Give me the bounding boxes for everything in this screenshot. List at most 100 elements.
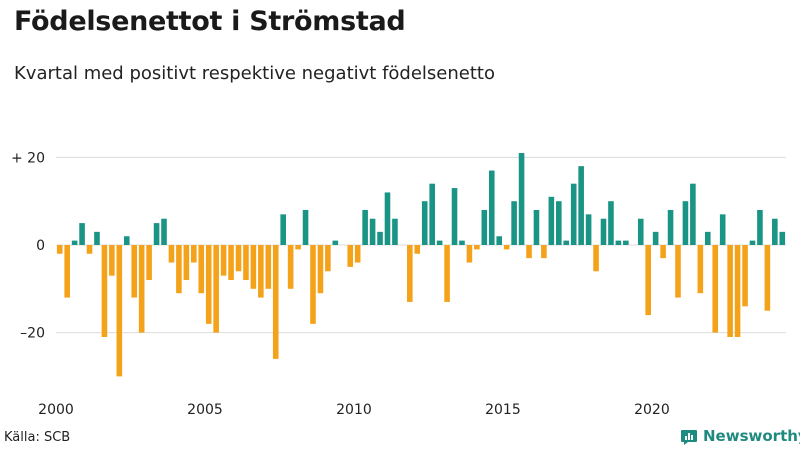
bar bbox=[116, 245, 123, 377]
bar bbox=[168, 245, 175, 263]
bar bbox=[660, 245, 666, 259]
bar bbox=[436, 240, 443, 245]
bar bbox=[250, 245, 257, 289]
bar bbox=[213, 245, 219, 333]
y-tick-label: –20 bbox=[20, 326, 45, 342]
bar bbox=[191, 245, 197, 263]
bar bbox=[779, 231, 786, 245]
bar bbox=[585, 214, 592, 245]
bar bbox=[563, 240, 570, 245]
bar bbox=[578, 166, 584, 245]
bar bbox=[198, 245, 205, 294]
bar bbox=[541, 245, 547, 259]
bar bbox=[719, 214, 726, 245]
bar bbox=[615, 240, 622, 245]
bar bbox=[444, 245, 450, 302]
bar bbox=[690, 183, 696, 245]
x-tick-label: 2005 bbox=[187, 402, 223, 418]
bar bbox=[466, 245, 473, 263]
bar bbox=[682, 201, 689, 245]
bar bbox=[451, 188, 458, 245]
bar bbox=[488, 170, 495, 245]
bar bbox=[354, 245, 361, 263]
bar bbox=[310, 245, 316, 324]
x-tick-label: 2020 bbox=[634, 402, 670, 418]
bar bbox=[332, 240, 339, 245]
bar bbox=[734, 245, 741, 337]
bar bbox=[667, 209, 674, 245]
bar bbox=[392, 218, 398, 245]
bar bbox=[272, 245, 279, 359]
bar bbox=[265, 245, 272, 289]
bar bbox=[496, 236, 503, 245]
bar bbox=[757, 209, 763, 245]
bar bbox=[123, 236, 130, 245]
bar bbox=[176, 245, 182, 294]
bars bbox=[56, 153, 786, 377]
bar bbox=[704, 231, 711, 245]
bar bbox=[623, 240, 629, 245]
bar bbox=[369, 218, 376, 245]
bar bbox=[228, 245, 234, 281]
x-axis-ticks: 2000 2005 2010 2015 2020 bbox=[38, 402, 670, 418]
bar bbox=[153, 223, 160, 245]
bar bbox=[593, 245, 599, 272]
bar bbox=[570, 183, 577, 245]
bar bbox=[712, 245, 719, 333]
chart-subtitle: Kvartal med positivt respektive negativt… bbox=[14, 63, 495, 84]
bar bbox=[235, 245, 242, 272]
x-tick-label: 2000 bbox=[38, 402, 74, 418]
x-tick-label: 2010 bbox=[336, 402, 372, 418]
x-tick-label: 2015 bbox=[485, 402, 521, 418]
bar bbox=[421, 201, 428, 245]
bar bbox=[362, 209, 368, 245]
bar bbox=[94, 231, 100, 245]
bar bbox=[161, 218, 167, 245]
bar bbox=[764, 245, 771, 311]
bar bbox=[101, 245, 108, 337]
bar bbox=[243, 245, 249, 281]
bar bbox=[131, 245, 138, 298]
bar bbox=[652, 231, 659, 245]
y-tick-label: + 20 bbox=[11, 150, 45, 166]
bar bbox=[287, 245, 294, 289]
y-axis-ticks: + 20 0 –20 bbox=[11, 150, 45, 341]
bar bbox=[742, 245, 748, 307]
bar bbox=[183, 245, 190, 281]
bar bbox=[697, 245, 704, 294]
bar bbox=[548, 196, 555, 245]
bar bbox=[414, 245, 421, 254]
bar bbox=[749, 240, 756, 245]
bar bbox=[71, 240, 78, 245]
source-note: Källa: SCB bbox=[4, 430, 71, 445]
bar bbox=[772, 218, 778, 245]
bar bbox=[384, 192, 391, 245]
bar bbox=[325, 245, 331, 272]
bar bbox=[295, 245, 301, 250]
y-tick-label: 0 bbox=[36, 238, 45, 254]
bar bbox=[317, 245, 324, 294]
bar bbox=[109, 245, 115, 276]
bar bbox=[526, 245, 532, 259]
newsworthy-logo-icon bbox=[681, 430, 697, 445]
brand-logo: Newsworthy bbox=[680, 427, 800, 445]
bar bbox=[459, 240, 465, 245]
bar bbox=[503, 245, 510, 250]
bar bbox=[377, 231, 383, 245]
bar bbox=[280, 214, 286, 245]
bar bbox=[205, 245, 212, 324]
bar bbox=[474, 245, 480, 250]
bar bbox=[533, 209, 540, 245]
bar bbox=[675, 245, 681, 298]
bar bbox=[481, 209, 488, 245]
bar bbox=[146, 245, 152, 281]
bar bbox=[429, 183, 435, 245]
bar bbox=[138, 245, 145, 333]
bar bbox=[86, 245, 93, 254]
bar bbox=[56, 245, 63, 254]
bar bbox=[518, 153, 525, 245]
bar bbox=[407, 245, 413, 302]
bar bbox=[600, 218, 607, 245]
bar bbox=[637, 218, 644, 245]
